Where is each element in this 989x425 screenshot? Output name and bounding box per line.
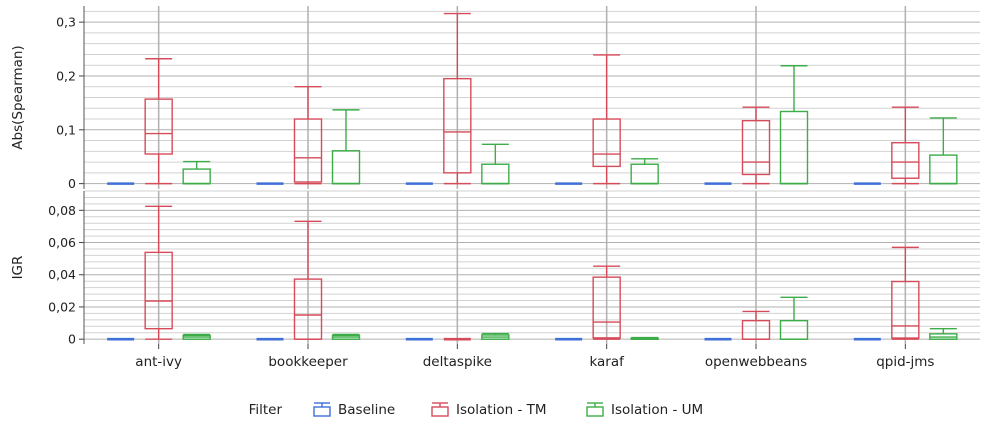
minor-gridlines: [84, 190, 980, 334]
y-tick-label: 0: [68, 332, 76, 347]
iqr-box: [891, 142, 920, 179]
y-tick-label: 0,3: [56, 15, 76, 30]
box-karaf: [630, 336, 659, 340]
y-tick-label: 0,06: [48, 235, 76, 250]
category-label: openwebbeans: [705, 354, 807, 370]
box-karaf: [592, 265, 621, 340]
y-tick-label: 0: [68, 176, 76, 191]
box-ant-ivy: [144, 58, 173, 185]
box-qpid-jms: [929, 328, 958, 340]
box-ant-ivy: [182, 333, 211, 340]
box-qpid-jms: [929, 117, 958, 185]
box-bookkeeper: [293, 86, 323, 185]
legend: Filter Baseline Isolation - TM Isolation -…: [249, 402, 704, 418]
iqr-box: [929, 154, 958, 185]
box-deltaspike: [443, 12, 472, 185]
box-ant-ivy: [182, 160, 211, 185]
box-openwebbeans: [741, 106, 771, 185]
category-label: karaf: [589, 354, 625, 370]
box-bookkeeper: [293, 220, 323, 340]
box-openwebbeans: [741, 310, 771, 340]
iqr-box: [144, 98, 173, 155]
series-isolation-um: [182, 296, 958, 340]
y-tick-label: 0,1: [56, 122, 76, 137]
box-qpid-jms: [891, 106, 920, 185]
iqr-box: [630, 163, 659, 185]
iqr-box: [293, 118, 323, 183]
iqr-box: [592, 118, 621, 168]
box-karaf: [630, 158, 659, 185]
iqr-box: [144, 251, 173, 330]
box-openwebbeans: [779, 296, 809, 340]
category-label: ant-ivy: [135, 354, 182, 370]
box-qpid-jms: [891, 246, 920, 340]
series-isolation-tm: [144, 12, 920, 185]
iqr-box: [779, 319, 809, 340]
iqr-box: [592, 276, 621, 339]
iqr-box: [331, 150, 361, 185]
category-label: qpid-jms: [876, 354, 934, 370]
y-tick-label: 0,02: [48, 299, 76, 314]
category-label: deltaspike: [423, 354, 492, 370]
y-tick-label: 0,2: [56, 68, 76, 83]
iqr-box: [293, 278, 323, 340]
y-tick-label: 0,04: [48, 267, 76, 282]
legend-entry-isolation-tm: Isolation - TM: [431, 402, 547, 418]
legend-label: Isolation - UM: [611, 402, 703, 418]
iqr-box: [182, 168, 211, 185]
panel-1: 0 0,1 0,2 0,3 Abs(Spearman): [10, 6, 980, 191]
y-tick-label: 0,08: [48, 203, 76, 218]
legend-label: Isolation - TM: [456, 402, 547, 418]
minor-gridlines: [84, 10, 980, 174]
series-isolation-um: [182, 65, 958, 185]
iqr-box: [443, 77, 472, 174]
legend-swatch-box: [586, 406, 604, 417]
box-bookkeeper: [331, 109, 361, 185]
box-bookkeeper: [331, 333, 361, 340]
box-deltaspike: [481, 143, 510, 185]
legend-title: Filter: [249, 402, 283, 418]
legend-swatch-box: [431, 406, 449, 417]
legend-entry-baseline: Baseline: [313, 402, 395, 418]
box-openwebbeans: [779, 65, 809, 185]
box-karaf: [592, 54, 621, 185]
iqr-box: [891, 280, 920, 339]
legend-entry-isolation-um: Isolation - UM: [586, 402, 703, 418]
legend-swatch-box: [313, 406, 331, 417]
iqr-box: [481, 163, 510, 185]
legend-label: Baseline: [338, 402, 395, 418]
category-label: bookkeeper: [268, 354, 348, 370]
series-isolation-tm: [144, 205, 920, 341]
y-axis-label: IGR: [10, 256, 26, 280]
panel-2: 0 0,02 0,04 0,06 0,08 IGR: [10, 190, 980, 347]
y-axis-label: Abs(Spearman): [10, 45, 26, 149]
box-deltaspike: [481, 332, 510, 340]
box-ant-ivy: [144, 205, 173, 340]
iqr-box: [741, 119, 771, 176]
